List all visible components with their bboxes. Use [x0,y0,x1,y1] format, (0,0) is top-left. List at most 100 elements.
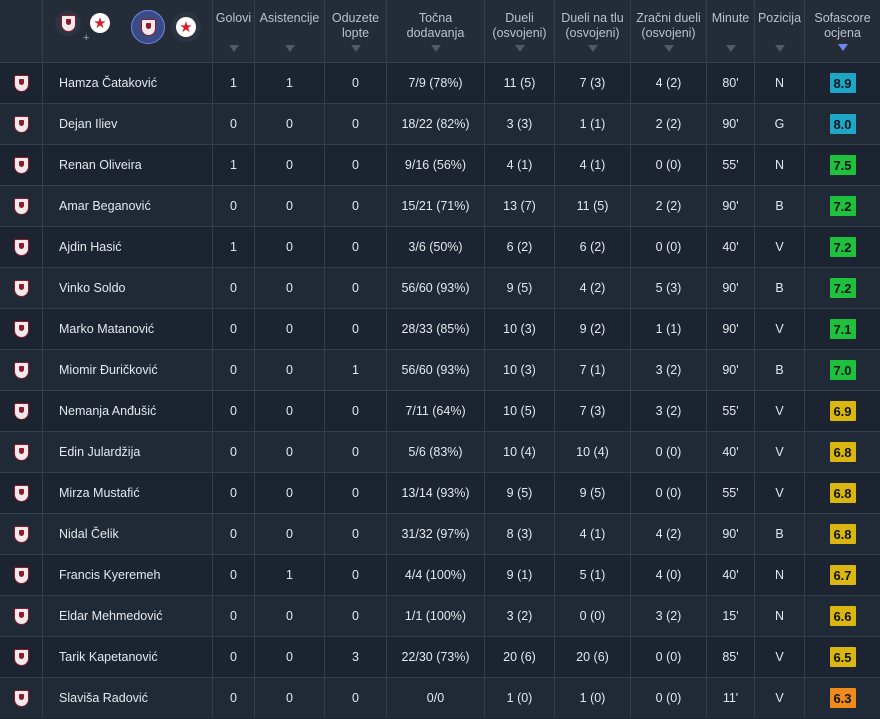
stat-tackles: 0 [324,473,386,513]
player-name[interactable]: Tarik Kapetanović [42,637,212,677]
stat-duels: 8 (3) [484,514,554,554]
header-label: Sofascore ocjena [814,11,871,40]
stat-assists: 1 [254,63,324,103]
rating-badge: 7.0 [829,360,856,380]
team-shield-icon [13,156,29,174]
table-row[interactable]: Edin Julardžija 0 0 0 5/6 (83%) 10 (4) 10 (4) 0… [0,431,880,472]
player-name[interactable]: Nidal Čelik [42,514,212,554]
team-shield-icon [13,689,29,707]
player-name[interactable]: Renan Oliveira [42,145,212,185]
stat-passes: 3/6 (50%) [386,227,484,267]
player-name[interactable]: Amar Beganović [42,186,212,226]
header-rating[interactable]: Sofascore ocjena [804,0,880,62]
stat-aerial: 3 (2) [630,350,706,390]
table-row[interactable]: Amar Beganović 0 0 0 15/21 (71%) 13 (7) 11 (5)… [0,185,880,226]
stat-minutes: 80' [706,63,754,103]
stat-tackles: 0 [324,555,386,595]
table-row[interactable]: Marko Matanović 0 0 0 28/33 (85%) 10 (3) 9 (2)… [0,308,880,349]
header-label: Golovi [215,11,252,25]
table-row[interactable]: Hamza Čataković 1 1 0 7/9 (78%) 11 (5) 7 (3) 4 … [0,62,880,103]
stat-duels: 13 (7) [484,186,554,226]
stat-duels: 4 (1) [484,145,554,185]
player-name[interactable]: Slaviša Radović [42,678,212,718]
stat-position: N [754,145,804,185]
rating-cell: 7.1 [804,309,880,349]
header-label: Dueli na tlu (osvojeni) [561,11,624,40]
header-assists[interactable]: Asistencije [254,0,324,62]
team-shield-icon [13,320,29,338]
rating-badge: 6.5 [829,647,856,667]
stat-assists: 0 [254,309,324,349]
stat-aerial: 3 (2) [630,391,706,431]
header-ground-duels[interactable]: Dueli na tlu (osvojeni) [554,0,630,62]
sort-arrow-icon [430,45,441,52]
stat-tackles: 0 [324,227,386,267]
player-name[interactable]: Nemanja Anđušić [42,391,212,431]
rating-badge: 6.8 [829,442,856,462]
stat-tackles: 3 [324,637,386,677]
combined-teams-toggle[interactable] [55,10,81,36]
table-row[interactable]: Renan Oliveira 1 0 0 9/16 (56%) 4 (1) 4 (1) 0 (… [0,144,880,185]
player-name[interactable]: Marko Matanović [42,309,212,349]
table-row[interactable]: Francis Kyeremeh 0 1 0 4/4 (100%) 9 (1) 5 (1) 4… [0,554,880,595]
table-row[interactable]: Ajdin Hasić 1 0 0 3/6 (50%) 6 (2) 6 (2) 0 (0) 40… [0,226,880,267]
header-label: Dueli (osvojeni) [492,11,547,40]
player-name[interactable]: Dejan Iliev [42,104,212,144]
player-name[interactable]: Ajdin Hasić [42,227,212,267]
team-logo-cell [0,596,42,636]
table-row[interactable]: Nidal Čelik 0 0 0 31/32 (97%) 8 (3) 4 (1) 4 (2)… [0,513,880,554]
header-minutes[interactable]: Minute [706,0,754,62]
header-duels[interactable]: Dueli (osvojeni) [484,0,554,62]
stat-minutes: 85' [706,637,754,677]
header-accurate-passes[interactable]: Točna dodavanja [386,0,484,62]
rating-cell: 6.6 [804,596,880,636]
table-row[interactable]: Eldar Mehmedović 0 0 0 1/1 (100%) 3 (2) 0 (0) 3… [0,595,880,636]
team-logo-cell [0,227,42,267]
stat-assists: 0 [254,186,324,226]
player-name[interactable]: Vinko Soldo [42,268,212,308]
home-team-toggle[interactable] [131,10,165,44]
stat-aerial: 2 (2) [630,104,706,144]
team-logo-cell [0,678,42,718]
rating-badge: 6.6 [829,606,856,626]
table-row[interactable]: Vinko Soldo 0 0 0 56/60 (93%) 9 (5) 4 (2) 5 (3)… [0,267,880,308]
header-goals[interactable]: Golovi [212,0,254,62]
red-star-icon: ★ [90,13,110,33]
header-tackles[interactable]: Oduzete lopte [324,0,386,62]
stat-goals: 0 [212,309,254,349]
sort-arrow-icon [774,45,785,52]
table-row[interactable]: Dejan Iliev 0 0 0 18/22 (82%) 3 (3) 1 (1) 2 (2)… [0,103,880,144]
player-name[interactable]: Edin Julardžija [42,432,212,472]
away-team-toggle[interactable]: ★ [171,12,201,42]
stat-assists: 0 [254,145,324,185]
rating-badge: 7.2 [829,278,856,298]
sort-arrow-icon [284,45,295,52]
stat-position: N [754,63,804,103]
stat-goals: 0 [212,350,254,390]
player-name[interactable]: Hamza Čataković [42,63,212,103]
stat-minutes: 40' [706,555,754,595]
header-aerial-duels[interactable]: Zračni dueli (osvojeni) [630,0,706,62]
stat-goals: 0 [212,596,254,636]
player-name[interactable]: Mirza Mustafić [42,473,212,513]
stat-assists: 0 [254,432,324,472]
stat-tackles: 1 [324,350,386,390]
stat-duels: 10 (5) [484,391,554,431]
away-team-mini-toggle[interactable]: ★ [89,12,111,34]
player-name[interactable]: Miomir Đuričković [42,350,212,390]
team-logo-cell [0,186,42,226]
table-row[interactable]: Nemanja Anđušić 0 0 0 7/11 (64%) 10 (5) 7 (3) 3… [0,390,880,431]
team-selector: + ★ ★ [42,0,212,62]
table-row[interactable]: Tarik Kapetanović 0 0 3 22/30 (73%) 20 (6) 20 … [0,636,880,677]
stat-passes: 4/4 (100%) [386,555,484,595]
stat-position: B [754,350,804,390]
header-position[interactable]: Pozicija [754,0,804,62]
player-name[interactable]: Eldar Mehmedović [42,596,212,636]
table-row[interactable]: Slaviša Radović 0 0 0 0/0 1 (0) 1 (0) 0 (0) 11' V… [0,677,880,718]
stat-minutes: 90' [706,309,754,349]
table-row[interactable]: Miomir Đuričković 0 0 1 56/60 (93%) 10 (3) 7 (… [0,349,880,390]
stat-aerial: 4 (0) [630,555,706,595]
player-name[interactable]: Francis Kyeremeh [42,555,212,595]
table-row[interactable]: Mirza Mustafić 0 0 0 13/14 (93%) 9 (5) 9 (5) 0 … [0,472,880,513]
rating-cell: 7.2 [804,186,880,226]
